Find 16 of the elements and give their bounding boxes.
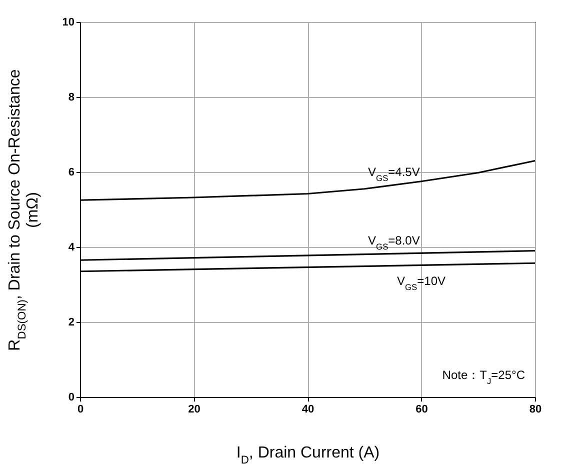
annotation: Note：T$_{J}$=25°C (442, 368, 526, 386)
y-tick-label: 8 (68, 92, 74, 104)
y-tick-label: 10 (62, 16, 74, 28)
x-tick-label: 0 (77, 404, 84, 416)
x-tick-label: 40 (302, 404, 314, 416)
series-label: V$_{GS}$=10V (397, 274, 446, 292)
y-tick-label: 6 (68, 166, 74, 178)
x-tick-label: 80 (529, 404, 542, 416)
x-axis-title: I$_{D}$, Drain Current (A) (236, 444, 380, 466)
series-label: V$_{GS}$=8.0V (368, 234, 420, 252)
y-tick-label: 2 (68, 316, 74, 328)
series-label: V$_{GS}$=4.5V (368, 164, 420, 183)
y-tick-label: 4 (68, 242, 76, 254)
x-tick-label: 60 (416, 404, 428, 416)
y-tick-label: 0 (68, 392, 74, 404)
x-tick-label: 20 (188, 404, 200, 416)
